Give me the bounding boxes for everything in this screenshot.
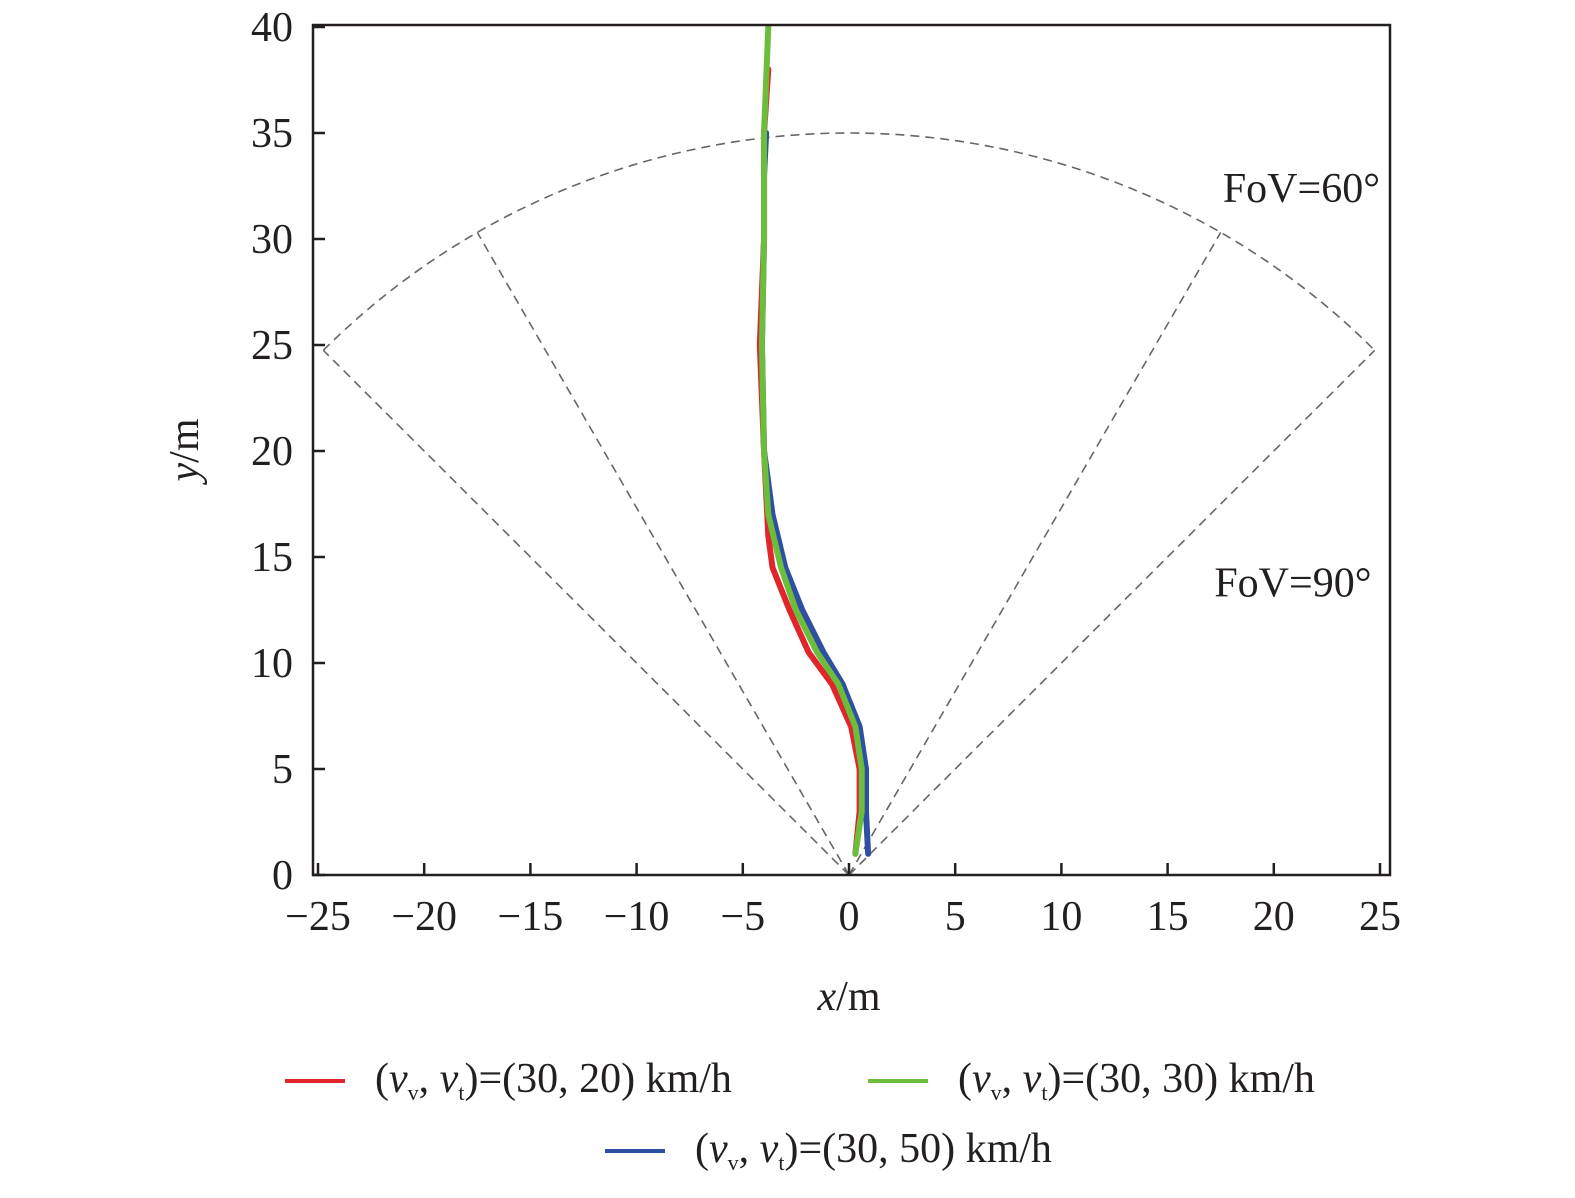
x-tick-label: 5 <box>945 894 966 940</box>
x-tick-label: −10 <box>604 894 670 940</box>
fov-annotation: FoV=60° <box>1223 166 1380 212</box>
series-lines <box>756 24 872 857</box>
y-tick-label: 35 <box>251 111 293 157</box>
annotations: FoV=60° FoV=90° <box>1214 166 1380 606</box>
y-tick-label: 20 <box>251 429 293 475</box>
y-tick-label: 40 <box>251 5 293 51</box>
y-tick-label: 30 <box>251 217 293 263</box>
y-tick-label: 10 <box>251 641 293 687</box>
x-tick-label: 25 <box>1359 894 1401 940</box>
legend-swatch-green <box>868 1078 928 1083</box>
x-tick-label: 15 <box>1147 894 1189 940</box>
legend-item-series-3: (vv, vt)=(30, 30) km/h <box>868 1055 1315 1106</box>
legend-item-series-1: (vv, vt)=(30, 20) km/h <box>285 1055 732 1106</box>
y-tick-label: 5 <box>272 747 293 793</box>
y-tick-label: 15 <box>251 535 293 581</box>
x-tick-label: 0 <box>839 894 860 940</box>
x-tick-label: −20 <box>391 894 457 940</box>
series-line-3 <box>758 24 865 857</box>
legend-label: (vv, vt)=(30, 30) km/h <box>958 1056 1315 1105</box>
fov-90-boundary-line <box>848 349 1376 876</box>
y-tick-label: 25 <box>251 323 293 369</box>
y-axis-label: y/m <box>162 418 208 485</box>
x-tick-label: 10 <box>1040 894 1082 940</box>
legend-swatch-red <box>285 1078 345 1083</box>
y-tick-label: 0 <box>272 853 293 899</box>
legend-label: (vv, vt)=(30, 50) km/h <box>695 1126 1052 1175</box>
fov-annotation: FoV=90° <box>1214 560 1371 606</box>
fov-sectors <box>322 132 1376 876</box>
x-tick-label: 20 <box>1253 894 1295 940</box>
plot-frame <box>311 23 1392 877</box>
x-tick-label: −5 <box>720 894 765 940</box>
x-tick-label: −25 <box>285 894 351 940</box>
fov-range-arc <box>322 132 1376 351</box>
fov-60-boundary-line <box>476 232 850 876</box>
axis-ticks: −25 −20 −15 −10 −5 0 5 10 15 20 25 0 5 10 15 20 25 30 35 40 <box>251 5 1401 940</box>
x-axis-label: x/m <box>817 974 881 1020</box>
legend-label: (vv, vt)=(30, 20) km/h <box>375 1056 732 1105</box>
series-line-1 <box>756 66 863 857</box>
fov-90-boundary-line <box>322 349 850 876</box>
fov-60-boundary-line <box>848 232 1222 876</box>
x-tick-label: −15 <box>498 894 564 940</box>
legend-item-series-2: (vv, vt)=(30, 50) km/h <box>605 1125 1052 1176</box>
legend-swatch-blue <box>605 1148 665 1153</box>
